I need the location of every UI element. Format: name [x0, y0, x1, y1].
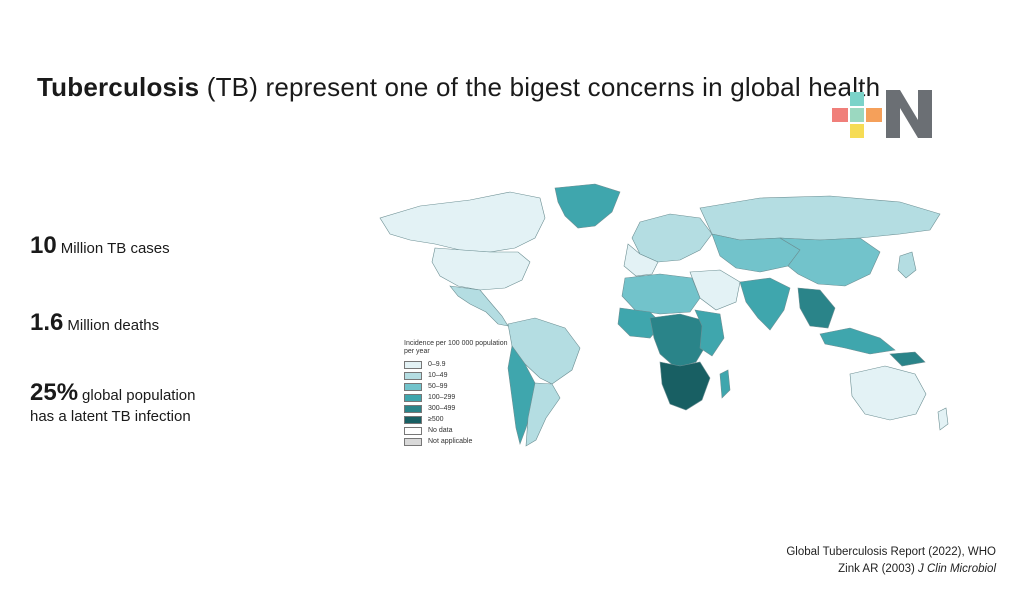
- stat-label-2: has a latent TB infection: [30, 408, 191, 425]
- region-southern-africa: [659, 361, 711, 411]
- legend-item: 300–499: [404, 403, 514, 414]
- legend-swatch: [404, 360, 422, 369]
- legend-swatch: [404, 437, 422, 446]
- legend-label: 50–99: [428, 383, 448, 390]
- stat-label: global population: [82, 387, 196, 404]
- region-russia: [699, 195, 941, 241]
- legend-item: No data: [404, 425, 514, 436]
- legend-label: 300–499: [428, 405, 456, 412]
- legend-item: Not applicable: [404, 436, 514, 447]
- region-australia: [849, 365, 927, 421]
- region-china: [779, 237, 881, 287]
- region-south-asia: [739, 277, 791, 331]
- legend-item: 10–49: [404, 370, 514, 381]
- stat-deaths: 1.6 Million deaths: [30, 309, 159, 337]
- legend-label: ≥500: [428, 416, 444, 423]
- world-tb-incidence-map: [379, 183, 949, 447]
- region-usa: [431, 247, 531, 291]
- region-papua: [889, 351, 926, 367]
- region-new-zealand: [937, 407, 949, 431]
- title-rest: (TB) represent one of the bigest concern…: [199, 72, 881, 102]
- legend-swatch: [404, 404, 422, 413]
- reference-zink: Zink AR (2003) J Clin Microbiol: [786, 561, 996, 578]
- legend-item: 50–99: [404, 381, 514, 392]
- title-bold: Tuberculosis: [37, 72, 200, 102]
- reference-text: Global Tuberculosis Report (2022), WHO: [786, 546, 996, 558]
- legend-swatch: [404, 382, 422, 391]
- stat-label: Million deaths: [67, 317, 160, 334]
- region-central-america: [449, 285, 509, 327]
- legend-label: 100–299: [428, 394, 456, 401]
- region-western-europe: [623, 243, 659, 277]
- region-south-america-south: [525, 382, 561, 447]
- legend-label: No data: [428, 427, 453, 434]
- legend-swatch: [404, 371, 422, 380]
- region-madagascar: [719, 369, 731, 399]
- map-legend: Incidence per 100 000 population per yea…: [404, 340, 514, 447]
- legend-item: 0–9.9: [404, 359, 514, 370]
- references: Global Tuberculosis Report (2022), WHO Z…: [786, 544, 996, 578]
- region-greenland: [554, 183, 621, 229]
- legend-swatch: [404, 393, 422, 402]
- reference-text: Zink AR (2003): [838, 563, 919, 575]
- legend-swatch: [404, 415, 422, 424]
- stat-value: 1.6: [30, 309, 64, 336]
- region-east-africa: [694, 309, 725, 357]
- legend-rows: 0–9.9 10–49 50–99 100–299 300–499 ≥500 No data…: [404, 359, 514, 447]
- stat-tb-cases: 10 Million TB cases: [30, 232, 170, 260]
- region-europe: [631, 213, 713, 263]
- region-central-africa: [649, 313, 709, 369]
- region-middle-east: [689, 269, 741, 311]
- region-west-africa: [617, 307, 663, 339]
- region-japan: [897, 251, 917, 279]
- legend-label: 10–49: [428, 372, 448, 379]
- slide-title: Tuberculosis (TB) represent one of the b…: [37, 72, 880, 103]
- stat-latent-infection: 25% global population has a latent TB inf…: [30, 379, 195, 425]
- legend-item: ≥500: [404, 414, 514, 425]
- region-southeast-asia: [797, 287, 836, 329]
- legend-label: Not applicable: [428, 438, 473, 445]
- legend-title: Incidence per 100 000 population per yea…: [404, 340, 508, 355]
- stat-value: 10: [30, 232, 57, 259]
- legend-item: 100–299: [404, 392, 514, 403]
- region-canada: [379, 191, 546, 253]
- reference-journal: J Clin Microbiol: [918, 563, 996, 575]
- region-north-africa: [621, 273, 701, 315]
- reference-who: Global Tuberculosis Report (2022), WHO: [786, 544, 996, 561]
- channel-logo: [832, 90, 932, 138]
- stat-value: 25%: [30, 379, 79, 406]
- legend-label: 0–9.9: [428, 361, 446, 368]
- legend-swatch: [404, 426, 422, 435]
- region-indonesia-philippines: [819, 327, 896, 355]
- stat-label: Million TB cases: [60, 240, 170, 257]
